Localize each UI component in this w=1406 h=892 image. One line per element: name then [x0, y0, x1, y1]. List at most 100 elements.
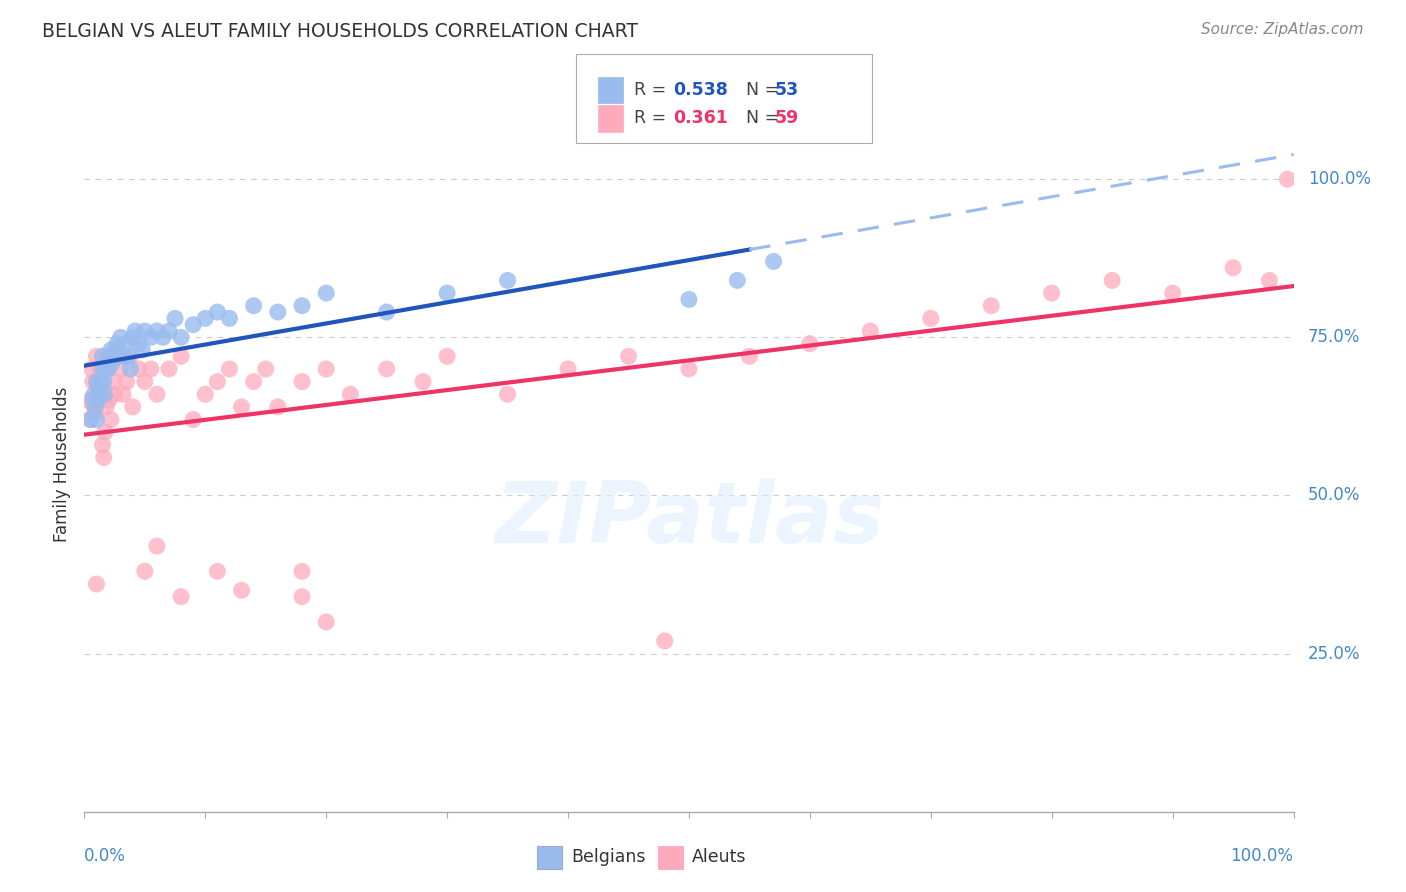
- Text: BELGIAN VS ALEUT FAMILY HOUSEHOLDS CORRELATION CHART: BELGIAN VS ALEUT FAMILY HOUSEHOLDS CORRE…: [42, 22, 638, 41]
- Point: [181, 412, 204, 426]
- Point: [120, 349, 142, 363]
- Point: [436, 286, 458, 301]
- Point: [104, 349, 127, 363]
- Text: Aleuts: Aleuts: [692, 848, 747, 866]
- Point: [315, 362, 337, 376]
- Point: [77, 393, 100, 408]
- Point: [339, 387, 361, 401]
- Point: [207, 375, 229, 389]
- Point: [103, 375, 125, 389]
- Point: [1101, 273, 1123, 287]
- Point: [93, 450, 115, 465]
- Point: [86, 349, 108, 363]
- Point: [94, 425, 117, 440]
- Point: [128, 362, 150, 376]
- Point: [91, 438, 114, 452]
- Text: 53: 53: [775, 81, 799, 99]
- Point: [112, 387, 135, 401]
- Point: [496, 273, 519, 287]
- Point: [124, 324, 146, 338]
- Point: [96, 356, 118, 370]
- Point: [87, 387, 110, 401]
- Point: [134, 324, 156, 338]
- Point: [110, 362, 132, 376]
- Point: [194, 387, 217, 401]
- Point: [93, 375, 115, 389]
- Text: 0.361: 0.361: [673, 109, 728, 128]
- Point: [1040, 286, 1063, 301]
- Point: [1258, 273, 1281, 287]
- Text: R =: R =: [634, 81, 672, 99]
- Text: Source: ZipAtlas.com: Source: ZipAtlas.com: [1201, 22, 1364, 37]
- Point: [181, 318, 204, 332]
- Point: [242, 299, 264, 313]
- Point: [146, 324, 169, 338]
- Point: [101, 356, 124, 370]
- Point: [557, 362, 579, 376]
- Point: [152, 330, 174, 344]
- Point: [146, 539, 169, 553]
- Point: [146, 387, 169, 401]
- Point: [84, 406, 107, 420]
- Text: 0.538: 0.538: [673, 81, 728, 99]
- Y-axis label: Family Households: Family Households: [53, 386, 72, 541]
- Point: [920, 311, 942, 326]
- Point: [762, 254, 785, 268]
- Text: 100.0%: 100.0%: [1230, 847, 1294, 864]
- Point: [617, 349, 640, 363]
- Point: [107, 343, 129, 357]
- Point: [121, 330, 143, 344]
- Point: [87, 381, 110, 395]
- Point: [254, 362, 277, 376]
- Point: [980, 299, 1002, 313]
- Point: [100, 343, 122, 357]
- Point: [654, 634, 676, 648]
- Point: [412, 375, 434, 389]
- Point: [375, 362, 398, 376]
- Point: [79, 412, 101, 426]
- Point: [170, 349, 193, 363]
- Point: [139, 330, 162, 344]
- Point: [83, 400, 105, 414]
- Point: [218, 362, 240, 376]
- Text: 0.0%: 0.0%: [84, 847, 127, 864]
- Point: [267, 400, 290, 414]
- Point: [79, 412, 101, 426]
- Point: [291, 299, 314, 313]
- Point: [82, 393, 104, 408]
- Point: [131, 343, 153, 357]
- Text: 50.0%: 50.0%: [1308, 486, 1361, 505]
- Point: [134, 375, 156, 389]
- Point: [97, 393, 120, 408]
- Point: [100, 412, 122, 426]
- Point: [157, 324, 180, 338]
- Point: [86, 577, 108, 591]
- Point: [163, 311, 186, 326]
- Point: [89, 362, 111, 376]
- Point: [207, 305, 229, 319]
- Point: [170, 330, 193, 344]
- Point: [121, 400, 143, 414]
- Point: [84, 400, 107, 414]
- Point: [107, 349, 129, 363]
- Point: [218, 311, 240, 326]
- Point: [114, 336, 136, 351]
- Point: [291, 590, 314, 604]
- Point: [89, 387, 111, 401]
- Point: [678, 362, 700, 376]
- Point: [436, 349, 458, 363]
- Text: N =: N =: [735, 81, 785, 99]
- Point: [207, 565, 229, 579]
- Point: [86, 412, 108, 426]
- Point: [315, 286, 337, 301]
- Point: [112, 349, 135, 363]
- Point: [91, 349, 114, 363]
- Point: [90, 375, 112, 389]
- Point: [94, 400, 117, 414]
- Point: [738, 349, 761, 363]
- Point: [120, 362, 142, 376]
- Text: 75.0%: 75.0%: [1308, 328, 1361, 346]
- Point: [496, 387, 519, 401]
- Text: Belgians: Belgians: [571, 848, 645, 866]
- Point: [1222, 260, 1244, 275]
